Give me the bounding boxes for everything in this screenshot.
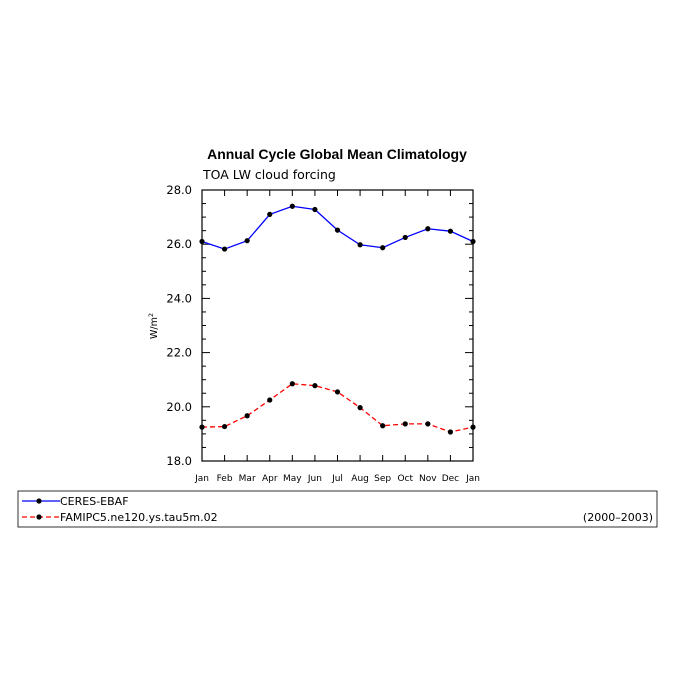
x-tick-label: Dec [442, 474, 459, 484]
data-point [447, 228, 454, 234]
data-point [334, 389, 341, 395]
legend-marker-1 [36, 498, 42, 504]
x-tick-label: May [283, 474, 302, 484]
x-tick-label: Jul [331, 474, 343, 484]
legend-label-2: FAMIPC5.ne120.ys.tau5m.02 [60, 511, 218, 524]
y-tick-label: 18.0 [166, 454, 192, 468]
y-axis-label: W/m2 [147, 313, 160, 339]
data-point [244, 238, 250, 244]
data-point [312, 383, 318, 389]
legend-period-note: (2000–2003) [583, 511, 653, 524]
x-tick-label: Mar [239, 474, 256, 484]
data-point [447, 429, 454, 435]
y-axis-label-text: W/m [149, 317, 160, 339]
data-point [425, 226, 431, 232]
data-point [402, 234, 408, 241]
plot-frame [201, 189, 474, 462]
y-tick-label: 28.0 [166, 183, 192, 197]
data-point [312, 206, 318, 213]
x-tick-label: Jan [194, 474, 209, 484]
data-point [199, 424, 205, 430]
y-tick-label: 22.0 [166, 346, 192, 360]
data-point [267, 211, 273, 217]
data-point [289, 203, 295, 209]
data-point [334, 227, 341, 233]
y-tick-label: 24.0 [166, 291, 192, 305]
x-tick-label: Aug [351, 474, 369, 484]
data-point [244, 413, 250, 419]
chart-title: Annual Cycle Global Mean Climatology [207, 146, 467, 162]
legend-label-1: CERES-EBAF [60, 495, 129, 508]
legend: CERES-EBAF FAMIPC5.ne120.ys.tau5m.02 [22, 495, 218, 524]
legend-box [17, 490, 658, 528]
data-point [357, 405, 363, 411]
x-tick-labels: Jan Feb Mar Apr May Jun Jul Aug Sep Oct Nov Dec Jan [194, 474, 480, 484]
data-point [470, 424, 476, 430]
data-point [199, 238, 205, 245]
data-point [425, 421, 431, 427]
data-point [380, 245, 386, 251]
data-point [221, 246, 228, 252]
x-tick-label: Feb [217, 474, 233, 484]
data-point [267, 397, 273, 403]
chart-subtitle: TOA LW cloud forcing [202, 167, 336, 182]
y-tick-label: 26.0 [166, 237, 192, 251]
y-tick-labels: 18.0 20.0 22.0 24.0 26.0 28.0 [166, 183, 192, 468]
x-tick-label: Oct [397, 474, 413, 484]
x-tick-label: Sep [374, 474, 391, 484]
legend-marker-2 [36, 514, 42, 520]
data-point [380, 423, 386, 429]
x-tick-label: Apr [262, 474, 278, 484]
data-point [221, 423, 228, 430]
series-layer [199, 203, 476, 435]
data-point [289, 381, 295, 387]
data-point [357, 242, 363, 248]
axis-ticks [201, 189, 474, 462]
data-point [402, 421, 408, 427]
x-tick-label: Jan [465, 474, 480, 484]
y-axis-label-superscript: 2 [147, 313, 155, 317]
y-tick-label: 20.0 [166, 400, 192, 414]
x-tick-label: Nov [419, 474, 437, 484]
x-tick-label: Jun [307, 474, 322, 484]
data-point [470, 238, 476, 245]
